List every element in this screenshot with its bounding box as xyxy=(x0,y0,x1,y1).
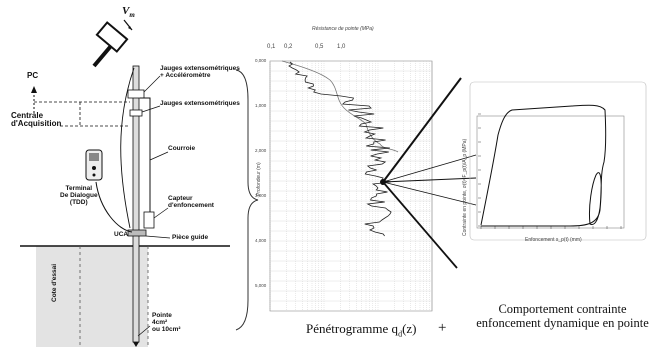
penetrogram-grid xyxy=(269,60,432,312)
strap xyxy=(140,97,151,212)
ground-area xyxy=(36,246,148,347)
terminal-device-icon xyxy=(85,149,103,181)
penetrogram-y-tick: 4,000 xyxy=(255,238,267,243)
depth-sensor xyxy=(143,211,155,229)
pc-label: PC xyxy=(27,71,39,80)
gauges-accelerometer xyxy=(127,89,145,99)
piece-guide-label: Pièce guide xyxy=(172,234,209,241)
plus-sign: + xyxy=(438,320,447,336)
stress-penetration-chart xyxy=(469,81,647,241)
penetrogram-x-tick: 1,0 xyxy=(337,44,346,50)
penetrogram-caption: Pénétrogramme qd(z) xyxy=(306,321,417,339)
penetrogram-y-tick: 1,000 xyxy=(255,103,267,108)
hammer-icon xyxy=(92,21,129,68)
penetrogram-x-tick: 0,1 xyxy=(267,44,276,50)
guide-piece xyxy=(127,229,147,237)
loop-caption: Comportement contrainte enfoncement dynam… xyxy=(476,302,649,331)
cable xyxy=(95,181,133,233)
penetrometer-setup xyxy=(20,19,259,347)
capteur-label: Capteur d'enfoncement xyxy=(168,195,214,209)
penetrogram-title: Résistance de pointe (MPa) xyxy=(312,26,374,32)
jauges-label: Jauges extensométriques xyxy=(160,100,240,107)
penetrogram-ylabel: Profondeur (m) xyxy=(256,162,262,196)
penetrometer-rod xyxy=(132,65,140,343)
brace xyxy=(235,69,259,331)
velocity-label: Vm xyxy=(122,5,135,20)
strain-gauges xyxy=(129,109,143,117)
penetrogram-y-tick: 3,000 xyxy=(255,193,267,198)
loop-xlabel: Enfoncement s_p(t) (mm) xyxy=(525,237,582,243)
penetrogram-x-tick: 0,2 xyxy=(284,44,293,50)
penetrogram-x-tick: 0,5 xyxy=(315,44,324,50)
penetrogram-trace xyxy=(288,61,392,237)
connector-lines xyxy=(382,77,477,269)
loop-ylabel: Contrainte en pointe, σ(t)=F_p(t)/A_p (M… xyxy=(462,138,468,236)
pointe-label: Pointe 4cm² ou 10cm² xyxy=(152,312,181,333)
penetrogram-y-tick: 2,000 xyxy=(255,148,267,153)
jauges-accel-label: Jauges extensométriques + Accéléromètre xyxy=(160,65,240,79)
stress-loop-curve xyxy=(480,104,607,227)
penetrogram-y-tick: 0,000 xyxy=(255,58,267,63)
penetrogram-chart xyxy=(269,60,433,312)
penetrogram-y-tick: 5,000 xyxy=(255,283,267,288)
terminal-label: Terminal De Dialogue (TDD) xyxy=(60,185,98,206)
courroie-label: Courroie xyxy=(168,145,196,152)
uca-label: UCA xyxy=(114,231,129,238)
cote-label: Cote d'essai xyxy=(51,263,58,302)
cone-tip xyxy=(133,342,139,347)
centrale-label: Centrale d'Acquisition xyxy=(11,111,62,129)
